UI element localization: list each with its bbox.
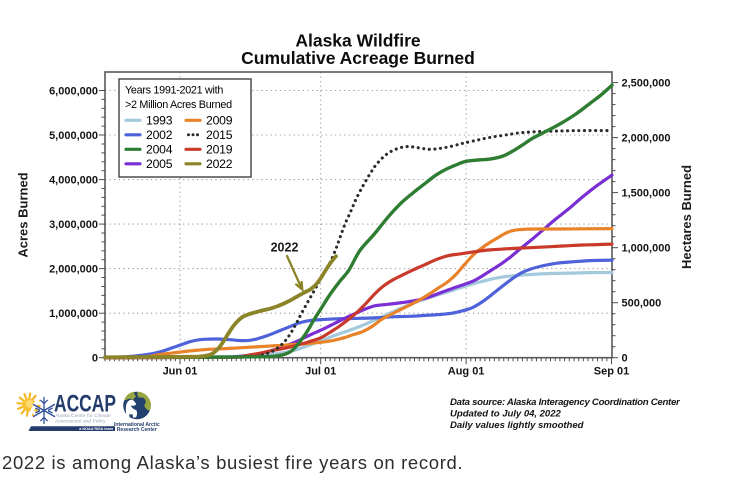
- svg-text:Jul 01: Jul 01: [305, 366, 336, 378]
- svg-text:Data source: Alaska Interagenc: Data source: Alaska Interagency Coordina…: [450, 397, 681, 408]
- svg-text:0: 0: [622, 353, 628, 365]
- svg-text:1,500,000: 1,500,000: [622, 187, 671, 199]
- svg-text:2005: 2005: [146, 157, 173, 171]
- svg-text:Research Center: Research Center: [117, 427, 157, 433]
- svg-text:2,000,000: 2,000,000: [49, 263, 98, 275]
- svg-text:Daily values lightly smoothed: Daily values lightly smoothed: [450, 420, 585, 431]
- svg-text:2,000,000: 2,000,000: [622, 132, 671, 144]
- svg-text:2019: 2019: [206, 143, 233, 157]
- svg-text:1,000,000: 1,000,000: [49, 308, 98, 320]
- svg-text:>2 Million Acres Burned: >2 Million Acres Burned: [125, 99, 232, 111]
- svg-text:2004: 2004: [146, 143, 173, 157]
- svg-text:2015: 2015: [206, 128, 233, 142]
- svg-text:2022: 2022: [206, 157, 233, 171]
- svg-text:2002: 2002: [146, 128, 173, 142]
- svg-text:5,000,000: 5,000,000: [49, 130, 98, 142]
- svg-text:ACCAP: ACCAP: [54, 391, 116, 418]
- svg-text:Years 1991-2021 with: Years 1991-2021 with: [125, 85, 223, 97]
- svg-text:1,000,000: 1,000,000: [622, 243, 671, 255]
- svg-text:2022: 2022: [271, 241, 299, 255]
- svg-text:Updated to July 04, 2022: Updated to July 04, 2022: [450, 409, 561, 420]
- svg-text:3,000,000: 3,000,000: [49, 219, 98, 231]
- svg-text:4,000,000: 4,000,000: [49, 174, 98, 186]
- svg-text:Jun 01: Jun 01: [163, 366, 198, 378]
- svg-text:Alaska Wildfire: Alaska Wildfire: [295, 31, 421, 51]
- svg-text:2009: 2009: [206, 114, 233, 128]
- svg-text:1993: 1993: [146, 114, 173, 128]
- svg-text:2022 is among Alaska’s busiest: 2022 is among Alaska’s busiest fire year…: [2, 452, 463, 473]
- svg-text:Cumulative Acreage Burned: Cumulative Acreage Burned: [241, 48, 475, 68]
- svg-text:Acres Burned: Acres Burned: [16, 172, 31, 257]
- svg-text:0: 0: [92, 353, 98, 365]
- svg-text:Assessment and Policy: Assessment and Policy: [55, 418, 106, 424]
- svg-text:2,500,000: 2,500,000: [622, 77, 671, 89]
- svg-text:Alaska Center for Climate: Alaska Center for Climate: [55, 413, 111, 419]
- svg-text:Hectares Burned: Hectares Burned: [679, 165, 694, 269]
- svg-text:Sep 01: Sep 01: [594, 366, 629, 378]
- svg-text:International Arctic: International Arctic: [114, 422, 160, 428]
- svg-text:500,000: 500,000: [622, 298, 662, 310]
- svg-text:a NOAA RISA team: a NOAA RISA team: [79, 427, 113, 431]
- svg-text:6,000,000: 6,000,000: [49, 85, 98, 97]
- svg-text:Aug 01: Aug 01: [448, 366, 485, 378]
